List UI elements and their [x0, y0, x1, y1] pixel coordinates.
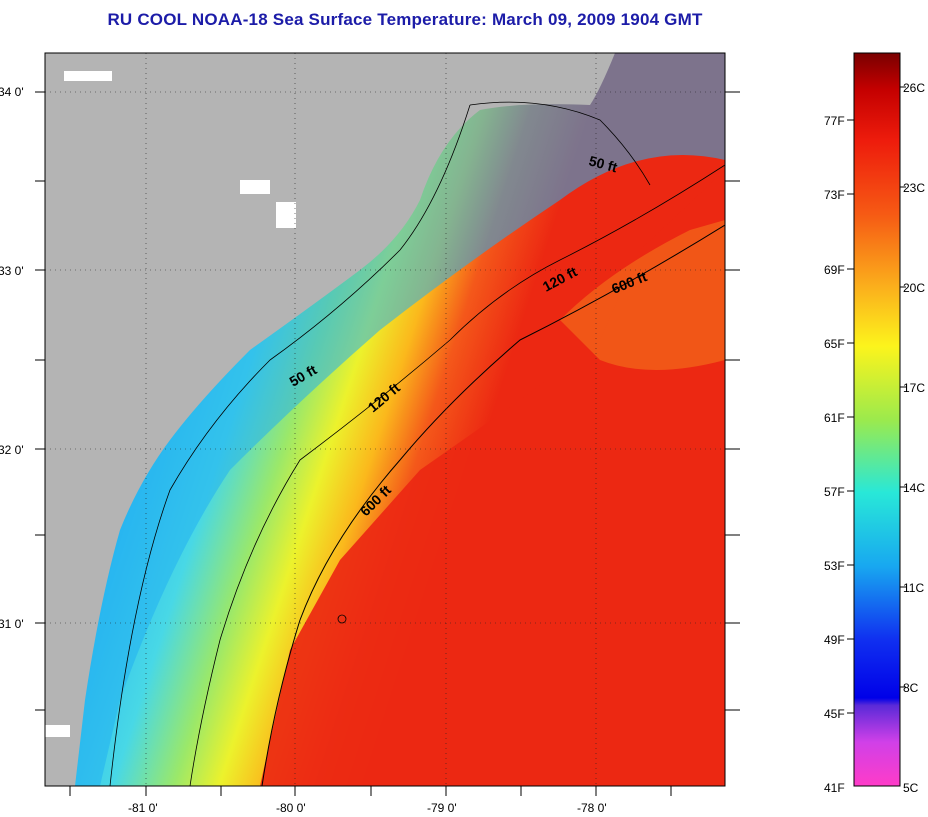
colorbar-ticks — [847, 86, 906, 714]
lon-label-79: -79 0' — [427, 801, 457, 815]
lon-label-81: -81 0' — [128, 801, 158, 815]
colorbar — [853, 52, 901, 787]
map-area — [45, 53, 725, 786]
colorbar-c-label: 17C — [903, 381, 925, 395]
cloud-patch — [240, 180, 270, 194]
lat-label-31: 31 0' — [0, 617, 24, 631]
colorbar-f-label: 49F — [824, 633, 845, 647]
lat-lon-grid — [45, 53, 725, 786]
celsius-labels: 26C 23C 20C 17C 14C 11C 8C 5C — [903, 81, 925, 795]
colorbar-f-label: 73F — [824, 188, 845, 202]
axis-ticks — [35, 91, 740, 796]
map-frame — [44, 52, 726, 787]
map-title: RU COOL NOAA-18 Sea Surface Temperature:… — [107, 10, 703, 29]
cloud-patch — [64, 71, 112, 81]
colorbar-f-label: 77F — [824, 114, 845, 128]
lat-label-33: 33 0' — [0, 264, 24, 278]
colorbar-c-label: 8C — [903, 681, 919, 695]
colorbar-f-label: 65F — [824, 337, 845, 351]
warm-eddy — [560, 220, 725, 370]
colorbar-f-label: 57F — [824, 485, 845, 499]
lat-label-34: 34 0' — [0, 85, 24, 99]
colorbar-c-label: 23C — [903, 181, 925, 195]
colorbar-f-label: 45F — [824, 707, 845, 721]
colorbar-c-label: 20C — [903, 281, 925, 295]
colorbar-c-label: 5C — [903, 781, 919, 795]
fahrenheit-labels: 77F 73F 69F 65F 61F 57F 53F 49F 45F 41F — [824, 114, 845, 795]
lat-label-32: 32 0' — [0, 443, 24, 457]
cloud-patch — [45, 725, 70, 737]
cape-land — [560, 53, 610, 100]
colorbar-f-label: 69F — [824, 263, 845, 277]
colorbar-c-label: 26C — [903, 81, 925, 95]
lon-label-80: -80 0' — [276, 801, 306, 815]
cloud-patch — [276, 202, 296, 228]
colorbar-c-label: 14C — [903, 481, 925, 495]
lon-label-78: -78 0' — [577, 801, 607, 815]
contour-ring — [337, 614, 347, 624]
colorbar-c-label: 11C — [903, 581, 924, 595]
contour-50ft — [109, 101, 651, 786]
contour-600ft — [261, 224, 725, 786]
contour-120ft — [189, 164, 725, 786]
colorbar-f-label: 61F — [824, 411, 845, 425]
colorbar-f-label: 53F — [824, 559, 845, 573]
colorbar-f-label: 41F — [824, 781, 845, 795]
contour-label-50ft-north: 50 ft — [587, 152, 619, 175]
land — [45, 53, 615, 786]
